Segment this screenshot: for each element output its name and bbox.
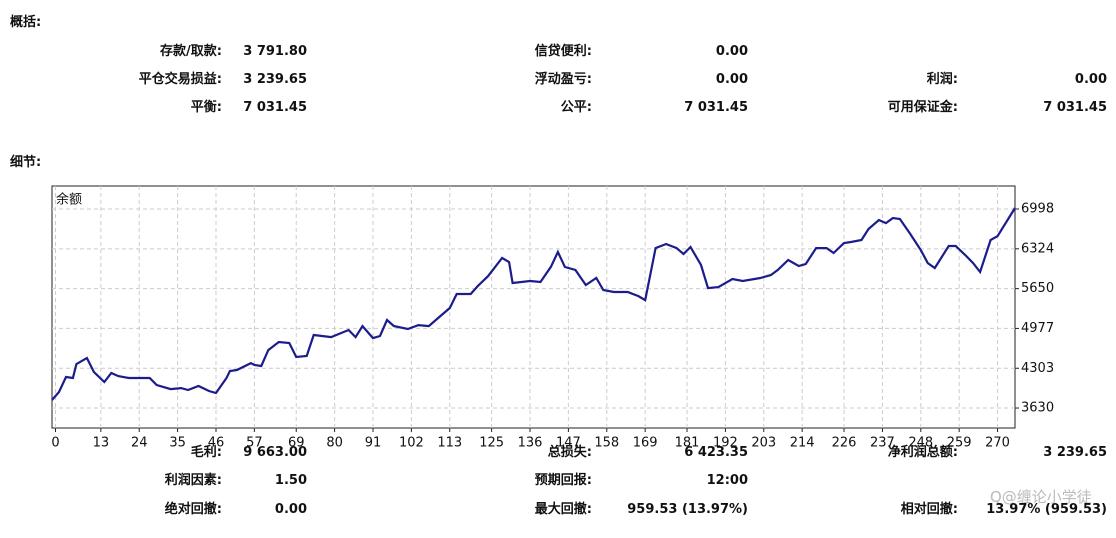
value: 12:00 — [706, 473, 748, 488]
x-tick-label: 46 — [208, 436, 225, 451]
x-tick-label: 136 — [518, 436, 543, 451]
x-tick-label: 57 — [246, 436, 263, 451]
x-tick-label: 226 — [832, 436, 857, 451]
label: 毛利: — [190, 445, 222, 460]
x-tick-label: 270 — [985, 436, 1010, 451]
x-tick-label: 0 — [51, 436, 59, 451]
x-tick-label: 80 — [326, 436, 343, 451]
x-tick-label: 169 — [633, 436, 658, 451]
y-tick-label: 4303 — [1021, 361, 1054, 376]
x-tick-label: 147 — [556, 436, 581, 451]
x-tick-label: 24 — [131, 436, 148, 451]
x-tick-label: 35 — [169, 436, 186, 451]
label: 信贷便利: — [534, 44, 592, 59]
value: 3 239.65 — [243, 72, 307, 87]
x-tick-label: 13 — [93, 436, 110, 451]
y-tick-label: 3630 — [1021, 401, 1054, 416]
label: 浮动盈亏: — [534, 72, 592, 87]
value: 13.97% (959.53) — [986, 502, 1107, 517]
series-label: 余额 — [56, 192, 82, 208]
balance-line — [51, 207, 1016, 401]
plot-frame — [51, 185, 1016, 429]
section-title: 概括: — [10, 15, 42, 30]
label: 最大回撤: — [534, 502, 592, 517]
value: 0.00 — [1074, 72, 1107, 87]
x-tick-label: 259 — [947, 436, 972, 451]
section-title: 细节: — [10, 155, 42, 170]
x-tick-label: 214 — [790, 436, 815, 451]
label: 存款/取款: — [160, 44, 222, 59]
y-tick-label: 5650 — [1021, 281, 1054, 296]
value: 6 423.35 — [684, 445, 748, 460]
x-tick-label: 91 — [365, 436, 382, 451]
x-tick-label: 158 — [594, 436, 619, 451]
label: 预期回报: — [534, 473, 592, 488]
value: 0.00 — [715, 72, 748, 87]
label: 净利润总额: — [887, 445, 958, 460]
x-tick-label: 125 — [479, 436, 504, 451]
x-tick-label: 69 — [288, 436, 305, 451]
value: 959.53 (13.97%) — [627, 502, 748, 517]
value: 0.00 — [274, 502, 307, 517]
x-tick-label: 237 — [870, 436, 895, 451]
label: 绝对回撤: — [164, 502, 222, 517]
label: 公平: — [560, 100, 592, 115]
watermark: Q@缠论小学徒 — [990, 488, 1092, 506]
x-tick-label: 102 — [399, 436, 424, 451]
value: 3 239.65 — [1043, 445, 1107, 460]
value: 0.00 — [715, 44, 748, 59]
y-tick-label: 6998 — [1021, 201, 1054, 216]
y-tick-label: 4977 — [1021, 321, 1054, 336]
label: 利润因素: — [164, 473, 222, 488]
label: 相对回撤: — [900, 502, 958, 517]
label: 总损失: — [547, 445, 592, 460]
value: 7 031.45 — [1043, 100, 1107, 115]
value: 7 031.45 — [684, 100, 748, 115]
label: 平仓交易损益: — [138, 72, 222, 87]
x-tick-label: 192 — [713, 436, 738, 451]
label: 利润: — [926, 72, 958, 87]
x-tick-label: 113 — [437, 436, 462, 451]
label: 平衡: — [190, 100, 222, 115]
label: 可用保证金: — [887, 100, 958, 115]
x-tick-label: 248 — [908, 436, 933, 451]
value: 3 791.80 — [243, 44, 307, 59]
value: 7 031.45 — [243, 100, 307, 115]
x-tick-label: 181 — [675, 436, 700, 451]
y-tick-label: 6324 — [1021, 241, 1054, 256]
value: 1.50 — [274, 473, 307, 488]
value: 9 663.00 — [243, 445, 307, 460]
x-tick-label: 203 — [751, 436, 776, 451]
